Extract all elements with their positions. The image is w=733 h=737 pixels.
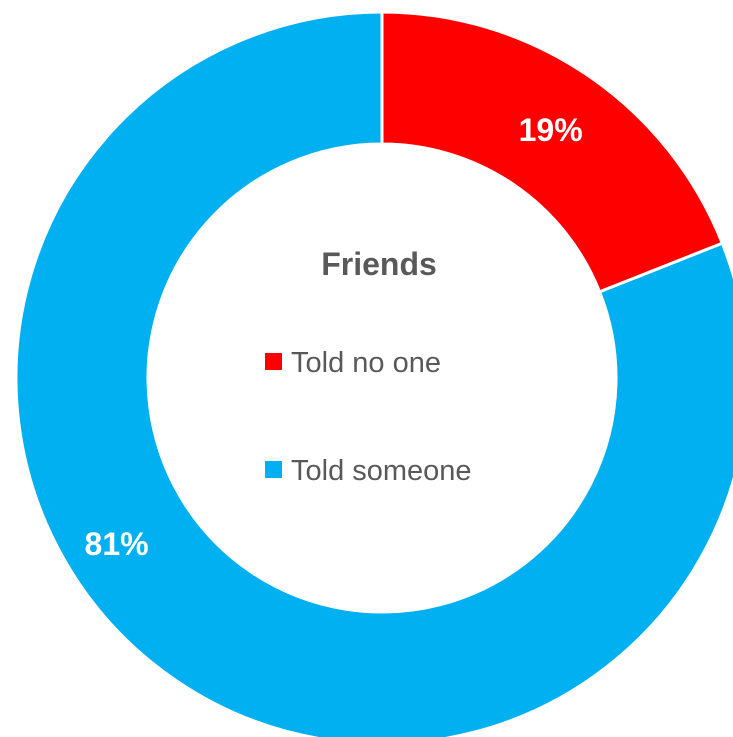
legend-item-told-someone: Told someone [265,455,472,487]
legend-item-told-no-one: Told no one [265,347,441,379]
legend: Told no one Told someone [265,347,472,487]
slice-told-someone [14,10,733,737]
slice-told-no-one [380,10,725,294]
legend-swatch-told-no-one [265,353,282,370]
data-label-told-no-one: 19% [519,112,583,148]
legend-swatch-told-someone [265,461,282,478]
data-labels-group: 19% 81% [85,112,583,562]
data-label-told-someone: 81% [85,526,149,562]
slices-group [14,10,733,737]
legend-label-told-no-one: Told no one [291,347,441,379]
legend-label-told-someone: Told someone [291,455,472,487]
chart-title: Friends [321,246,437,282]
